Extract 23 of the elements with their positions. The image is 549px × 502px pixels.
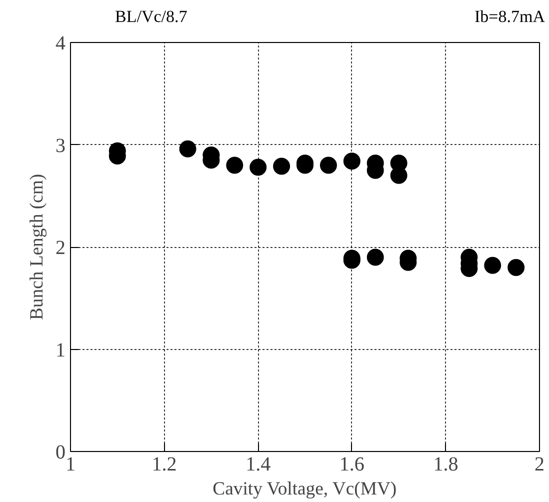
point xyxy=(366,248,384,266)
point xyxy=(226,156,244,174)
y-tick-label: 1 xyxy=(56,339,66,362)
point xyxy=(484,256,502,274)
point xyxy=(179,140,196,158)
x-tick-label: 1.6 xyxy=(339,454,364,476)
x-tick-label: 2 xyxy=(534,454,544,476)
y-tick-label: 2 xyxy=(56,237,66,259)
point xyxy=(508,258,525,276)
x-tick-label: 1.8 xyxy=(433,454,458,476)
y-tick-label: 4 xyxy=(56,32,66,54)
chart-title: BL/Vc/8.7 xyxy=(115,6,188,28)
x-axis-title: Cavity Voltage, Vc(MV) xyxy=(212,478,397,500)
y-axis-title: Bunch Length (cm) xyxy=(26,174,48,320)
x-tick-label: 1.2 xyxy=(152,454,177,476)
text: Ib=8.7mA xyxy=(474,6,545,28)
point xyxy=(343,152,360,170)
point xyxy=(273,158,290,175)
point xyxy=(250,158,267,176)
y-tick-label: 3 xyxy=(56,134,66,157)
point xyxy=(320,156,337,174)
x-tick-label: 1.4 xyxy=(246,454,271,476)
y-tick-label: 0 xyxy=(56,442,66,464)
